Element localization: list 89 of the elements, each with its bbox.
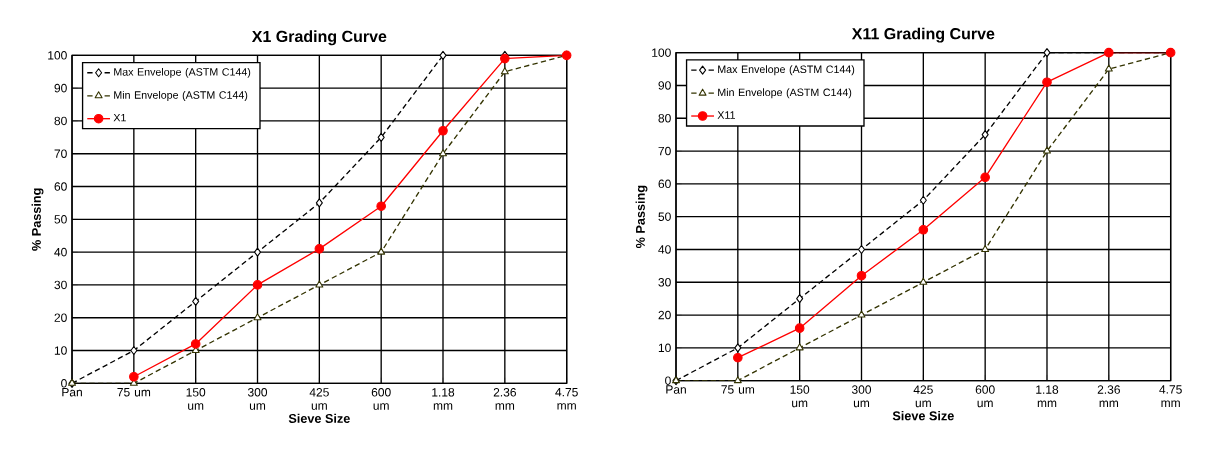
legend-label: X1 bbox=[113, 114, 126, 122]
point bbox=[439, 50, 447, 60]
x-axis-title: Sieve Size bbox=[892, 411, 954, 421]
point bbox=[980, 172, 990, 183]
point bbox=[253, 247, 262, 257]
point bbox=[439, 149, 448, 157]
point bbox=[857, 310, 866, 318]
point bbox=[733, 376, 742, 384]
x-tick-label: 150 um bbox=[186, 388, 206, 410]
y-tick-label: 0 bbox=[61, 379, 67, 388]
point bbox=[377, 132, 385, 142]
y-tick-label: 30 bbox=[658, 278, 671, 287]
point bbox=[438, 125, 448, 136]
point bbox=[315, 280, 324, 288]
y-tick-label: 20 bbox=[658, 310, 671, 320]
y-axis-title: % Passing bbox=[31, 188, 44, 251]
x-tick-label: 75 um bbox=[117, 388, 151, 397]
x-tick-label: 300 um bbox=[247, 388, 268, 410]
x-tick-label: Pan bbox=[62, 388, 82, 397]
x-tick-label: 1.18 mm bbox=[432, 388, 455, 410]
y-tick-label: 80 bbox=[658, 114, 671, 123]
point bbox=[190, 339, 201, 349]
y-tick-label: 0 bbox=[665, 376, 671, 385]
y-tick-label: 10 bbox=[54, 346, 67, 355]
legend-label: Min Envelope (ASTM C144) bbox=[114, 90, 248, 101]
x-tick-label: Pan bbox=[666, 385, 686, 394]
point bbox=[192, 296, 200, 306]
point bbox=[734, 343, 742, 353]
point bbox=[919, 277, 928, 285]
y-axis-title: % Passing bbox=[635, 185, 648, 249]
point bbox=[129, 371, 139, 382]
x-axis-title: Sieve Size bbox=[288, 413, 350, 423]
point bbox=[981, 244, 990, 252]
chart-title: X1 Grading Curve bbox=[251, 30, 387, 46]
y-tick-label: 90 bbox=[658, 81, 671, 90]
x-tick-label: 2.36 mm bbox=[1097, 385, 1120, 408]
point bbox=[500, 53, 510, 64]
point bbox=[794, 323, 805, 333]
x-tick-label: 600 um bbox=[975, 385, 995, 408]
legend-label: Min Envelope (ASTM C144) bbox=[718, 88, 852, 99]
point bbox=[130, 345, 138, 356]
point bbox=[981, 130, 989, 140]
x-tick-label: 425 um bbox=[309, 388, 329, 410]
y-tick-label: 60 bbox=[658, 179, 671, 189]
point bbox=[1043, 48, 1051, 58]
point bbox=[1104, 64, 1113, 72]
point bbox=[252, 280, 263, 290]
y-tick-label: 70 bbox=[658, 146, 671, 156]
y-tick-label: 50 bbox=[54, 215, 67, 224]
y-tick-label: 40 bbox=[658, 245, 671, 254]
point bbox=[500, 67, 509, 75]
y-tick-label: 100 bbox=[652, 48, 671, 57]
x-tick-label: 150 um bbox=[790, 385, 810, 408]
legend-label: Max Envelope (ASTM C144) bbox=[718, 65, 855, 76]
y-tick-label: 20 bbox=[54, 313, 67, 322]
legend-label: X11 bbox=[717, 111, 735, 119]
point bbox=[1042, 146, 1051, 154]
point bbox=[733, 352, 743, 363]
y-tick-label: 30 bbox=[54, 280, 67, 290]
point bbox=[919, 195, 927, 205]
x-tick-label: 2.36 mm bbox=[493, 388, 516, 410]
point bbox=[795, 343, 804, 351]
point bbox=[857, 244, 866, 254]
x-tick-label: 4.75 mm bbox=[1159, 385, 1182, 407]
y-tick-label: 70 bbox=[54, 149, 67, 158]
y-tick-label: 50 bbox=[658, 212, 671, 221]
legend-label: Max Envelope (ASTM C144) bbox=[114, 67, 251, 78]
point bbox=[314, 244, 325, 254]
point bbox=[1042, 77, 1052, 87]
y-tick-label: 90 bbox=[54, 83, 67, 93]
x-tick-label: 4.75 mm bbox=[555, 388, 578, 410]
x-tick-label: 300 um bbox=[851, 385, 872, 408]
point bbox=[376, 201, 386, 212]
point bbox=[856, 270, 867, 281]
x-tick-label: 75 um bbox=[721, 385, 755, 394]
point bbox=[315, 198, 323, 208]
y-tick-label: 40 bbox=[54, 247, 67, 257]
y-tick-label: 10 bbox=[658, 343, 671, 353]
x-tick-label: 425 um bbox=[913, 385, 933, 408]
y-tick-label: 60 bbox=[54, 182, 67, 191]
chart-title: X11 Grading Curve bbox=[851, 27, 995, 43]
x-tick-label: 600 um bbox=[371, 388, 391, 410]
y-tick-label: 80 bbox=[54, 116, 67, 126]
point bbox=[377, 247, 386, 255]
point bbox=[253, 313, 262, 321]
point bbox=[918, 224, 929, 235]
point bbox=[796, 294, 804, 304]
x-tick-label: 1.18 mm bbox=[1036, 385, 1059, 408]
y-tick-label: 100 bbox=[48, 51, 67, 60]
